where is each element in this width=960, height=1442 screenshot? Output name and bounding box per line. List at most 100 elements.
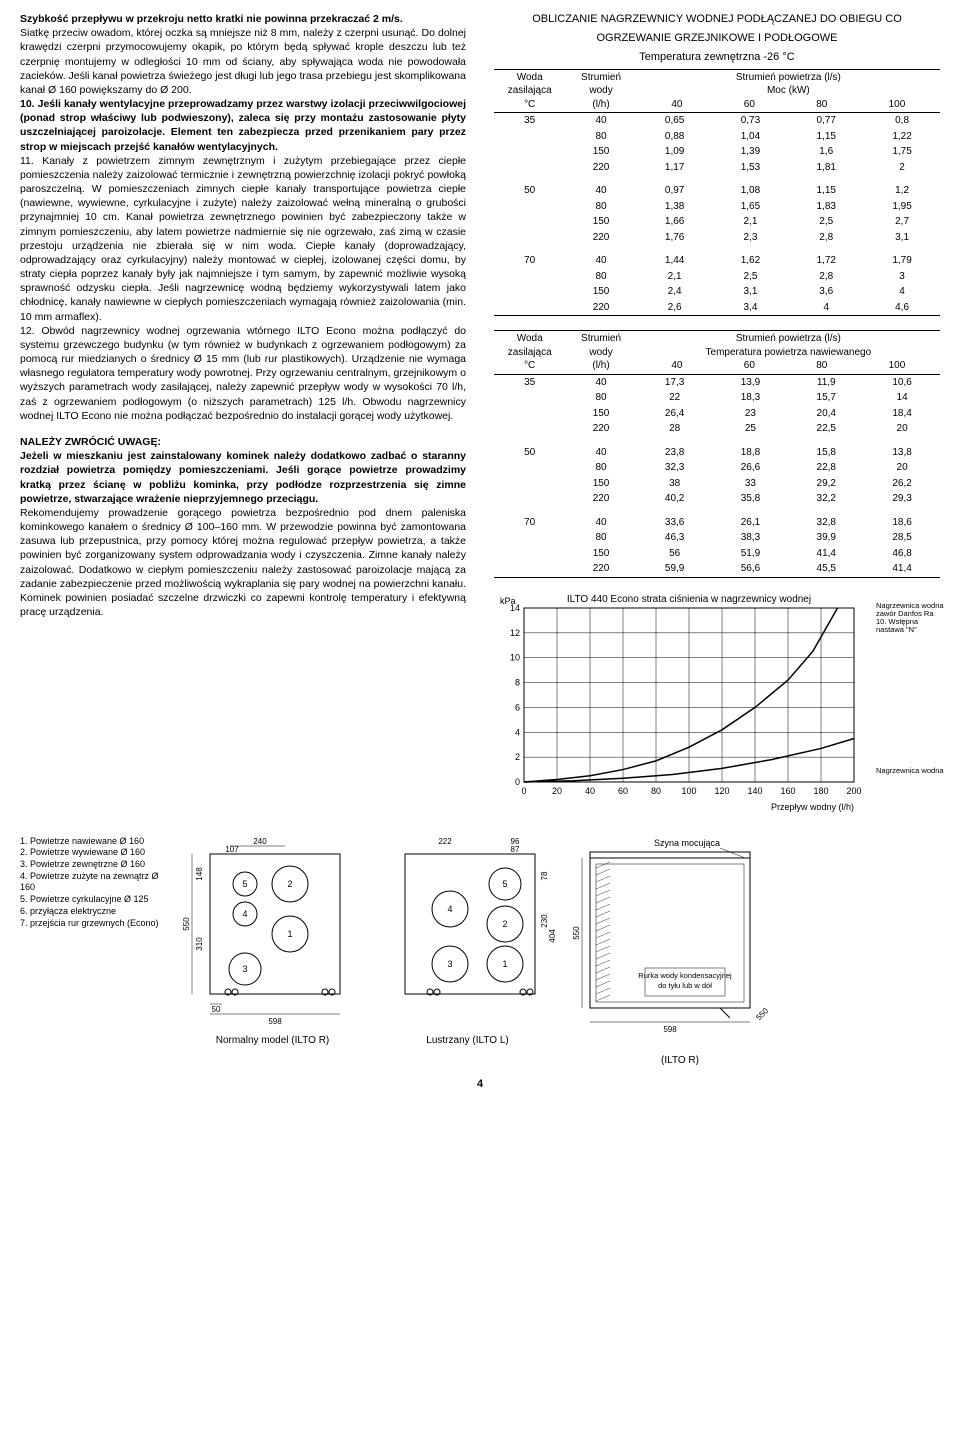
page-number: 4 bbox=[20, 1077, 940, 1092]
fc22: 80 bbox=[816, 359, 827, 373]
chart-svg: ILTO 440 Econo strata ciśnienia w nagrze… bbox=[494, 592, 924, 812]
table-row: 802218,315,714 bbox=[494, 390, 940, 406]
table-row: 802,12,52,83 bbox=[494, 269, 940, 285]
svg-text:140: 140 bbox=[747, 786, 762, 796]
para-12: 12. Obwód nagrzewnicy wodnej ogrzewania … bbox=[20, 324, 466, 423]
legend-item: 7. przejścia rur grzewnych (Econo) bbox=[20, 918, 170, 930]
attention-2: Rekomendujemy prowadzenie gorącego powie… bbox=[20, 506, 466, 619]
table-row: 70401,441,621,721,79 bbox=[494, 253, 940, 269]
para-mesh: Siatkę przeciw owadom, której oczka są m… bbox=[20, 26, 466, 97]
legend-item: 3. Powietrze zewnętrzne Ø 160 bbox=[20, 859, 170, 871]
svg-text:550: 550 bbox=[572, 925, 581, 939]
svg-text:2: 2 bbox=[287, 879, 292, 889]
svg-text:20: 20 bbox=[552, 786, 562, 796]
fc3: 100 bbox=[889, 98, 906, 112]
table-row: 1505651,941,446,8 bbox=[494, 546, 940, 562]
legend-item: 5. Powietrze cyrkulacyjne Ø 125 bbox=[20, 894, 170, 906]
legend-item: 2. Powietrze wywiewane Ø 160 bbox=[20, 847, 170, 859]
svg-text:310: 310 bbox=[195, 936, 204, 950]
svg-text:240: 240 bbox=[253, 837, 267, 846]
svg-text:Rurka wody kondensacyjnej: Rurka wody kondensacyjnej bbox=[638, 971, 732, 980]
svg-text:Przepływ wodny (l/h): Przepływ wodny (l/h) bbox=[771, 802, 854, 812]
para-11: 11. Kanały z powietrzem zimnym zewnętrzn… bbox=[20, 154, 466, 324]
right-column: OBLICZANIE NAGRZEWNICY WODNEJ PODŁĄCZANE… bbox=[494, 12, 940, 816]
svg-text:404: 404 bbox=[548, 928, 557, 942]
legend-upper: Nagrzewnica wodna zawór Danfos Ra 10. Ws… bbox=[876, 602, 944, 635]
fc23: 100 bbox=[889, 359, 906, 373]
table-row: 2201,762,32,83,1 bbox=[494, 230, 940, 246]
legend-list: 1. Powietrze nawiewane Ø 1602. Powietrze… bbox=[20, 836, 170, 930]
table-row: 2201,171,531,812 bbox=[494, 160, 940, 176]
pressure-drop-chart: ILTO 440 Econo strata ciśnienia w nagrze… bbox=[494, 592, 940, 816]
attention-title: NALEŻY ZWRÓCIĆ UWAGĘ: bbox=[20, 435, 466, 449]
table-row: 22059,956,645,541,4 bbox=[494, 561, 940, 577]
svg-text:4: 4 bbox=[515, 727, 520, 737]
table-row: 354017,313,911,910,6 bbox=[494, 374, 940, 390]
svg-text:2: 2 bbox=[502, 919, 507, 929]
svg-text:3: 3 bbox=[242, 964, 247, 974]
svg-text:10: 10 bbox=[510, 652, 520, 662]
diagram-side: Szyna mocującaRurka wody kondensacyjnejd… bbox=[570, 836, 790, 1068]
col-power: Moc (kW) bbox=[767, 85, 810, 96]
svg-text:107: 107 bbox=[225, 845, 239, 854]
fc20: 40 bbox=[671, 359, 682, 373]
calc-title2: OGRZEWANIE GRZEJNIKOWE I PODŁOGOWE bbox=[494, 31, 940, 46]
svg-text:5: 5 bbox=[502, 879, 507, 889]
fc21: 60 bbox=[744, 359, 755, 373]
svg-text:40: 40 bbox=[585, 786, 595, 796]
svg-text:598: 598 bbox=[268, 1017, 282, 1026]
svg-text:222: 222 bbox=[438, 837, 452, 846]
table-row: 150383329,226,2 bbox=[494, 476, 940, 492]
svg-text:120: 120 bbox=[714, 786, 729, 796]
diagram-mirror-cap: Lustrzany (ILTO L) bbox=[375, 1034, 560, 1048]
legend-item: 4. Powietrze zużyte na zewnątrz Ø 160 bbox=[20, 871, 170, 894]
para-speed: Szybkość przepływu w przekroju netto kra… bbox=[20, 12, 466, 26]
fc1: 60 bbox=[744, 98, 755, 112]
table-row: 8032,326,622,820 bbox=[494, 460, 940, 476]
para-10: 10. Jeśli kanały wentylacyjne przeprowad… bbox=[20, 97, 466, 154]
svg-text:14: 14 bbox=[510, 603, 520, 613]
svg-text:12: 12 bbox=[510, 627, 520, 637]
table-row: 22040,235,832,229,3 bbox=[494, 491, 940, 507]
svg-text:550: 550 bbox=[182, 916, 191, 930]
table-row: 35400,650,730,770,8 bbox=[494, 113, 940, 129]
svg-text:3: 3 bbox=[447, 959, 452, 969]
table-row: 220282522,520 bbox=[494, 421, 940, 437]
left-column: Szybkość przepływu w przekroju netto kra… bbox=[20, 12, 466, 816]
svg-text:80: 80 bbox=[651, 786, 661, 796]
attention-1: Jeżeli w mieszkaniu jest zainstalowany k… bbox=[20, 449, 466, 506]
svg-text:4: 4 bbox=[447, 904, 452, 914]
table-row: 15026,42320,418,4 bbox=[494, 406, 940, 422]
col-air: Strumień powietrza (l/s) bbox=[736, 72, 841, 83]
svg-text:ILTO 440 Econo strata ciśnieni: ILTO 440 Econo strata ciśnienia w nagrze… bbox=[567, 594, 811, 605]
col-temp: Temperatura powietrza nawiewanego bbox=[706, 347, 872, 358]
calc-title1: OBLICZANIE NAGRZEWNICY WODNEJ PODŁĄCZANE… bbox=[494, 12, 940, 27]
svg-text:1: 1 bbox=[287, 929, 292, 939]
svg-text:0: 0 bbox=[515, 777, 520, 787]
table-row: 704033,626,132,818,6 bbox=[494, 515, 940, 531]
table-row: 2202,63,444,6 bbox=[494, 300, 940, 316]
svg-text:78: 78 bbox=[540, 871, 549, 880]
svg-text:2: 2 bbox=[515, 752, 520, 762]
svg-text:87: 87 bbox=[511, 845, 520, 854]
svg-text:550: 550 bbox=[754, 1006, 770, 1022]
diagram-normal-cap: Normalny model (ILTO R) bbox=[180, 1034, 365, 1048]
svg-text:50: 50 bbox=[212, 1005, 221, 1014]
footer-diagrams: 1. Powietrze nawiewane Ø 1602. Powietrze… bbox=[20, 836, 940, 1068]
svg-text:0: 0 bbox=[521, 786, 526, 796]
table-row: 504023,818,815,813,8 bbox=[494, 445, 940, 461]
table-temperature: Wodazasilająca°C Strumieńwody(l/h) Strum… bbox=[494, 330, 940, 578]
col-air-2: Strumień powietrza (l/s) bbox=[736, 333, 841, 344]
svg-text:100: 100 bbox=[681, 786, 696, 796]
table-row: 1501,091,391,61,75 bbox=[494, 144, 940, 160]
svg-text:1: 1 bbox=[502, 959, 507, 969]
svg-text:60: 60 bbox=[618, 786, 628, 796]
diagram-normal: 2541355059850240107148310 Normalny model… bbox=[180, 836, 365, 1048]
svg-text:160: 160 bbox=[780, 786, 795, 796]
svg-text:598: 598 bbox=[663, 1025, 677, 1034]
legend-item: 1. Powietrze nawiewane Ø 160 bbox=[20, 836, 170, 848]
table-power: Wodazasilająca°C Strumieńwody(l/h) Strum… bbox=[494, 69, 940, 317]
fc2: 80 bbox=[816, 98, 827, 112]
table-row: 8046,338,339,928,5 bbox=[494, 530, 940, 546]
svg-text:180: 180 bbox=[813, 786, 828, 796]
